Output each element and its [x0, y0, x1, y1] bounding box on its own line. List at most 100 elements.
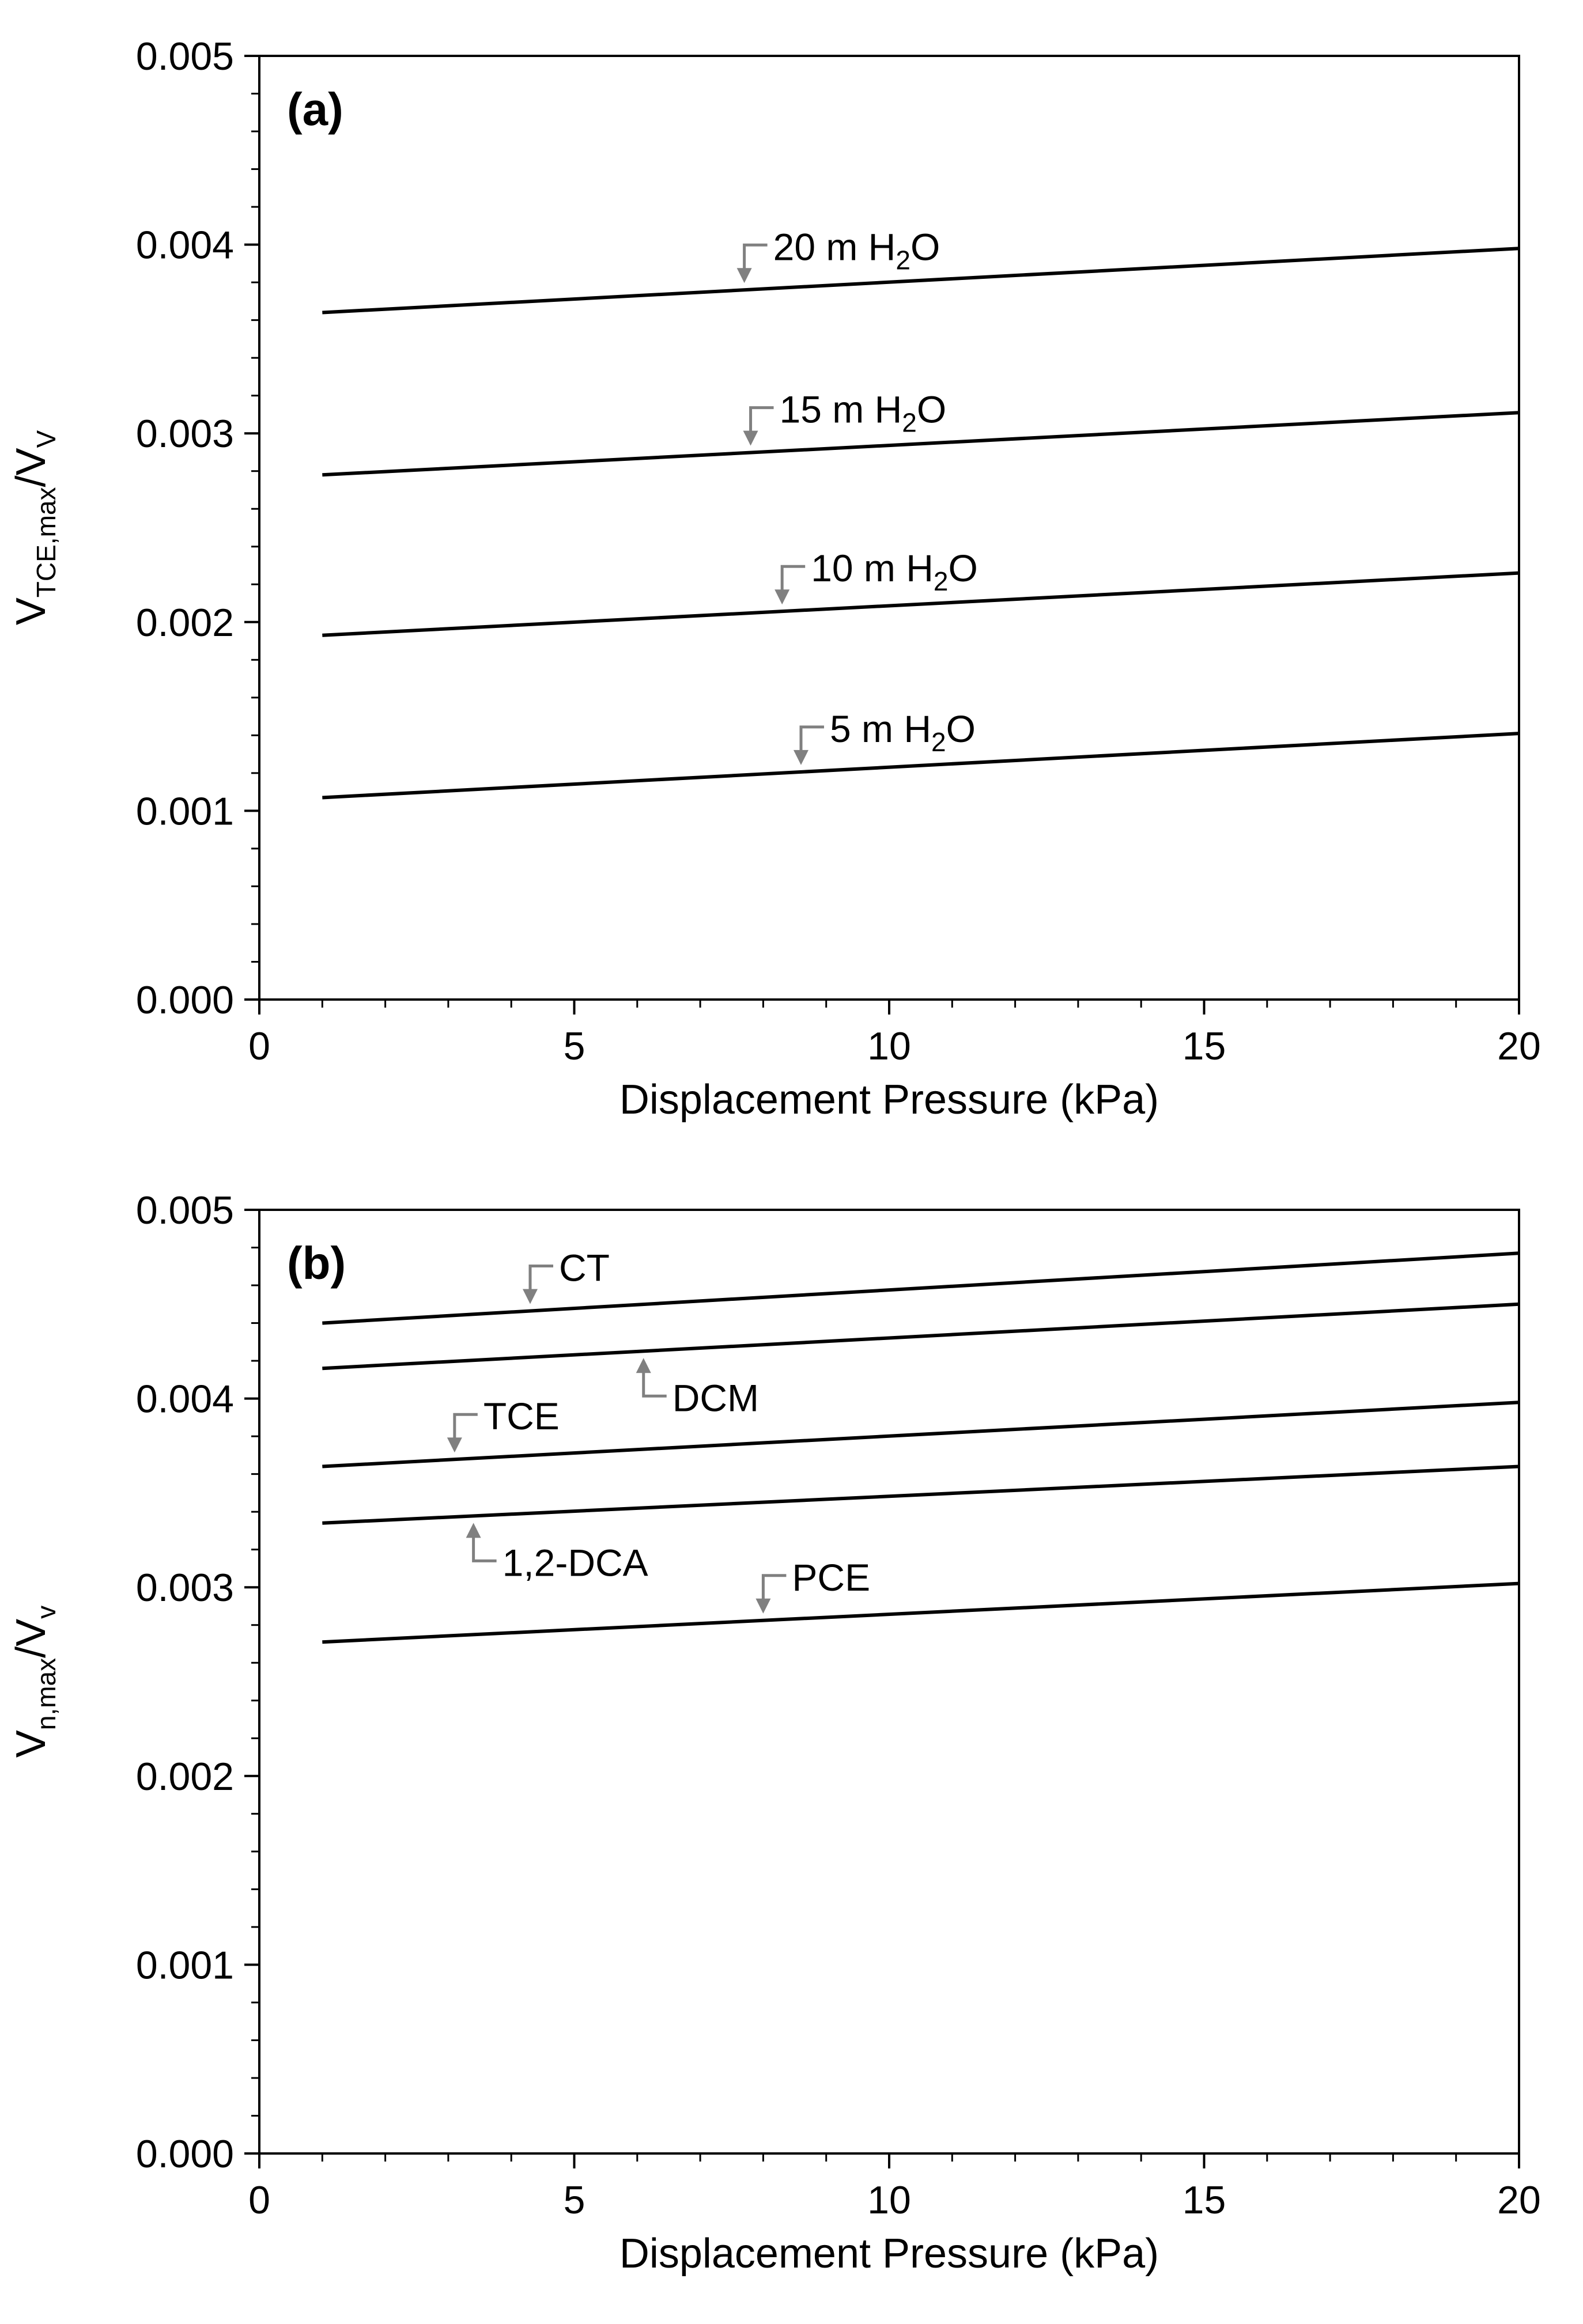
series-label: 10 m H2O — [811, 547, 978, 596]
y-tick-label: 0.000 — [136, 978, 234, 1022]
x-tick-label: 15 — [1182, 2178, 1226, 2222]
series-annotation-4: 1,2-DCA — [466, 1523, 648, 1584]
series-annotation-2: DCM — [636, 1358, 759, 1419]
y-tick-label: 0.003 — [136, 412, 234, 456]
x-tick-label: 20 — [1497, 2178, 1541, 2222]
series-label-main: TCE — [483, 1395, 560, 1437]
annotation-arrowhead — [775, 589, 790, 605]
series-label-tail: O — [917, 388, 946, 431]
series-annotation-3: TCE — [447, 1395, 560, 1453]
annotation-arrowhead — [736, 268, 752, 283]
series-label: TCE — [483, 1395, 560, 1437]
series-annotation-1: CT — [522, 1247, 610, 1304]
series-line-2 — [322, 411, 1520, 477]
series-line-5 — [322, 1581, 1520, 1644]
x-axis-title: Displacement Pressure (kPa) — [619, 2231, 1159, 2277]
series-label: DCM — [673, 1376, 759, 1419]
x-tick-label: 5 — [564, 2178, 585, 2222]
series-line-4 — [322, 732, 1520, 800]
x-tick-label: 10 — [867, 2178, 911, 2222]
annotation-arrowhead — [447, 1437, 462, 1453]
series-label: CT — [559, 1247, 610, 1289]
annotation-leader — [780, 565, 806, 592]
y-title-sub: n,max — [31, 1658, 61, 1730]
series-label-main: CT — [559, 1247, 610, 1289]
y-title-tail-sub: v — [31, 1606, 61, 1619]
series-label: 15 m H2O — [780, 388, 947, 438]
y-title-main: V — [8, 1730, 54, 1758]
y-tick-label: 0.001 — [136, 789, 234, 833]
series-label-sub: 2 — [896, 245, 910, 275]
annotation-arrowhead — [755, 1598, 771, 1614]
x-tick-label: 15 — [1182, 1024, 1226, 1068]
y-tick-label: 0.002 — [136, 601, 234, 645]
series-label-main: PCE — [792, 1556, 870, 1599]
series-line-3 — [322, 571, 1520, 637]
y-title-tail: /V — [8, 448, 54, 487]
annotation-arrowhead — [793, 750, 808, 765]
annotation-arrowhead — [743, 430, 758, 446]
chart-panel-a: 0.000 0.001 0.002 0.003 0.004 0.005 0 5 10 15 20 Di… — [8, 35, 1541, 1123]
y-tick-label: 0.002 — [136, 1755, 234, 1799]
annotation-arrowhead — [522, 1289, 538, 1304]
series-label-main: DCM — [673, 1376, 759, 1419]
x-tick-label: 20 — [1497, 1024, 1541, 1068]
y-axis-title: Vn,max/Vv — [8, 1606, 61, 1758]
annotation-leader — [472, 1535, 497, 1562]
x-axis-title: Displacement Pressure (kPa) — [619, 1077, 1159, 1123]
series-label-main: 10 m H — [811, 547, 934, 589]
annotation-leader — [453, 1413, 478, 1440]
y-tick-label: 0.005 — [136, 1189, 234, 1232]
x-tick-label: 10 — [867, 1024, 911, 1068]
series-line-1 — [322, 1251, 1520, 1325]
annotation-arrowhead — [466, 1523, 481, 1538]
x-tick-label: 5 — [564, 1024, 585, 1068]
series-label: 20 m H2O — [773, 225, 940, 275]
series-annotation-5: PCE — [755, 1556, 870, 1614]
x-tick-label: 0 — [248, 1024, 270, 1068]
series-annotation-3: 10 m H2O — [775, 547, 978, 605]
series-label-main: 15 m H — [780, 388, 902, 431]
series-line-1 — [322, 247, 1520, 315]
series-annotation-1: 20 m H2O — [736, 225, 940, 283]
series-annotation-2: 15 m H2O — [743, 388, 947, 446]
series-annotation-4: 5 m H2O — [793, 707, 976, 765]
y-tick-label: 0.000 — [136, 2132, 234, 2176]
y-tick-label: 0.004 — [136, 1377, 234, 1421]
series-label: 1,2-DCA — [503, 1541, 648, 1584]
y-title-sub: TCE,max — [31, 487, 61, 598]
series-label-main: 1,2-DCA — [503, 1541, 648, 1584]
annotation-leader — [528, 1265, 553, 1292]
series-label-tail: O — [910, 225, 940, 268]
panel-label: (b) — [287, 1237, 346, 1289]
y-title-tail: /V — [8, 1619, 54, 1658]
series-label-tail: O — [949, 547, 978, 589]
panel-label: (a) — [287, 84, 343, 135]
series-label-tail: O — [946, 707, 976, 750]
series-label: 5 m H2O — [830, 707, 976, 757]
series-label: PCE — [792, 1556, 870, 1599]
annotation-leader — [761, 1574, 787, 1601]
series-line-3 — [322, 1401, 1520, 1468]
plot-frame — [258, 55, 1520, 1001]
y-tick-label: 0.004 — [136, 224, 234, 267]
x-tick-label: 0 — [248, 2178, 270, 2222]
series-label-main: 5 m H — [830, 707, 931, 750]
y-title-tail-sub: V — [31, 430, 61, 448]
series-label-sub: 2 — [931, 727, 946, 757]
series-label-sub: 2 — [934, 566, 949, 596]
annotation-leader — [743, 243, 768, 271]
series-line-2 — [322, 1302, 1520, 1371]
y-tick-label: 0.001 — [136, 1943, 234, 1987]
y-tick-label: 0.005 — [136, 35, 234, 78]
annotation-leader — [642, 1371, 667, 1398]
series-label-sub: 2 — [902, 408, 917, 438]
chart-panel-b: 0.000 0.001 0.002 0.003 0.004 0.005 0 5 10 15 20 Di… — [8, 1189, 1541, 2277]
series-label-main: 20 m H — [773, 225, 896, 268]
plot-frame — [258, 1209, 1520, 2155]
y-axis-title: VTCE,max/VV — [8, 430, 61, 625]
annotation-arrowhead — [636, 1358, 651, 1373]
annotation-leader — [749, 406, 774, 433]
y-title-main: V — [8, 597, 54, 625]
